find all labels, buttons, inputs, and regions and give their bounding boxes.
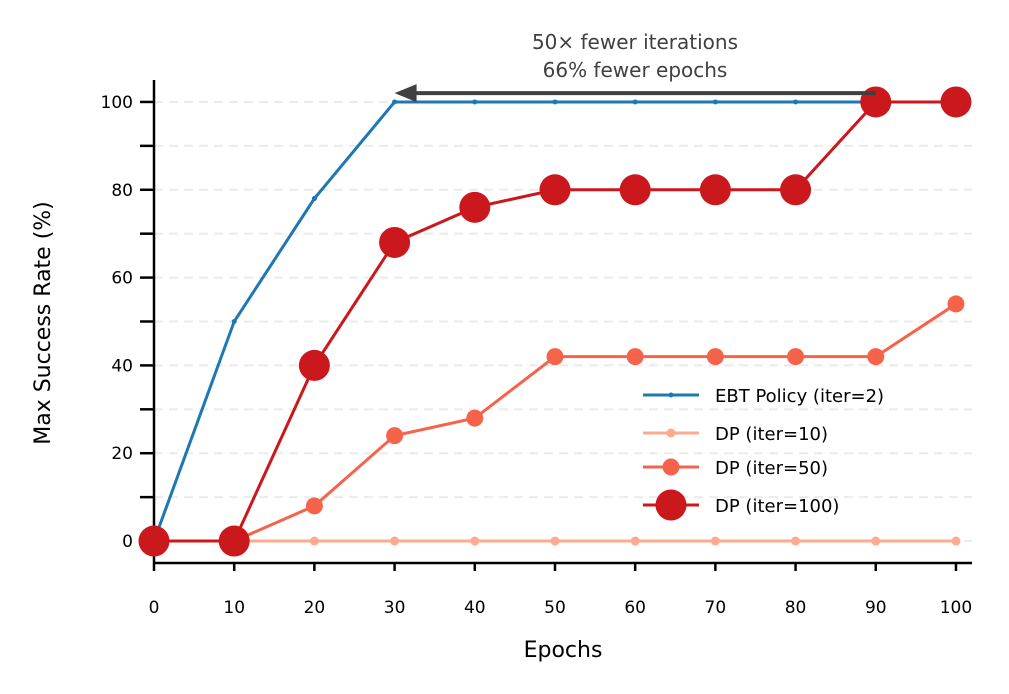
legend-marker (655, 489, 687, 521)
data-point (379, 226, 411, 258)
annotation-arrow-head (394, 84, 417, 103)
data-point (305, 497, 323, 515)
data-point (940, 86, 972, 118)
legend-label: DP (iter=10) (715, 424, 828, 445)
legend-marker (668, 392, 674, 398)
y-tick-label: 60 (111, 269, 133, 289)
x-axis-label: Epochs (524, 638, 603, 663)
y-tick-label: 40 (111, 356, 133, 376)
data-point (466, 409, 484, 427)
x-tick-label: 10 (223, 598, 245, 618)
x-tick-label: 40 (464, 598, 486, 618)
y-tick-label: 20 (111, 444, 133, 464)
data-point (138, 525, 170, 557)
legend-marker (666, 428, 676, 438)
data-point (712, 99, 718, 105)
data-point (791, 536, 801, 546)
data-point (947, 295, 965, 313)
data-point (546, 348, 564, 366)
data-point (699, 174, 731, 206)
legend-label: DP (iter=50) (715, 458, 828, 479)
legend-marker (662, 458, 680, 476)
data-point (311, 196, 317, 202)
data-point (860, 86, 892, 118)
x-tick-label: 60 (624, 598, 646, 618)
data-point (951, 536, 961, 546)
legend: EBT Policy (iter=2) DP (iter=10) DP (iter=… (643, 386, 884, 521)
data-point (630, 536, 640, 546)
y-tick-label: 80 (111, 181, 133, 201)
data-point (867, 348, 885, 366)
grid (154, 100, 972, 543)
data-point (787, 348, 805, 366)
data-point (390, 536, 400, 546)
data-point (710, 536, 720, 546)
data-point (619, 174, 651, 206)
data-point (552, 99, 558, 105)
data-point (871, 536, 881, 546)
data-point (793, 99, 799, 105)
data-point (626, 348, 644, 366)
annotation-line-1: 50× fewer iterations (532, 30, 738, 54)
x-tick-label: 100 (940, 598, 972, 618)
data-point (472, 99, 478, 105)
y-tick-label: 0 (122, 532, 133, 552)
series (138, 86, 972, 557)
data-point (706, 348, 724, 366)
data-point (231, 319, 237, 324)
x-tick-label: 50 (544, 598, 566, 618)
data-point (298, 349, 330, 381)
x-tick-label: 80 (785, 598, 807, 618)
x-tick-label: 90 (865, 598, 887, 618)
axes: 0 20 40 60 80 100 0 10 20 30 40 50 60 70 80 90 100 (101, 80, 972, 618)
x-tick-label: 70 (705, 598, 727, 618)
data-point (309, 536, 319, 546)
x-tick-label: 0 (149, 598, 160, 618)
data-point (392, 99, 398, 105)
data-point (780, 174, 812, 206)
data-point (470, 536, 480, 546)
data-point (459, 191, 491, 223)
legend-label: EBT Policy (iter=2) (715, 386, 884, 407)
y-tick-label: 100 (101, 93, 133, 113)
x-tick-label: 20 (304, 598, 326, 618)
legend-label: DP (iter=100) (715, 496, 839, 517)
data-point (218, 525, 250, 557)
x-tick-label: 30 (384, 598, 406, 618)
data-point (632, 99, 638, 105)
data-point (539, 174, 571, 206)
annotation-line-2: 66% fewer epochs (543, 58, 728, 82)
y-axis-label: Max Success Rate (%) (31, 201, 56, 445)
data-point (386, 427, 404, 445)
annotation: 50× fewer iterations 66% fewer epochs (394, 30, 876, 103)
data-point (550, 536, 560, 546)
